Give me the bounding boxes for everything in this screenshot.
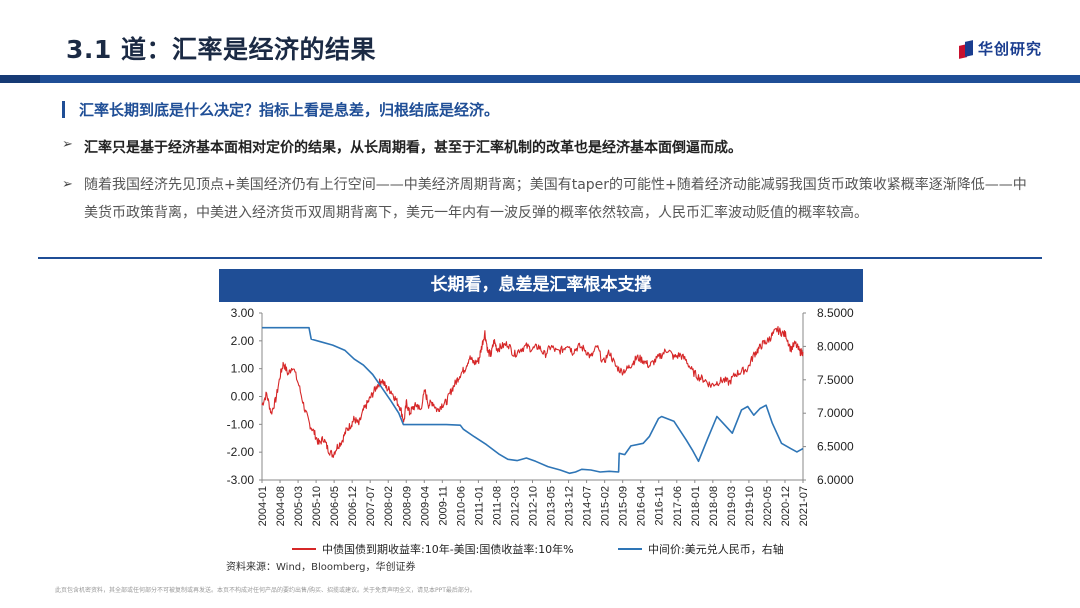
y-left-tick-label: -1.00 <box>227 417 255 431</box>
series-line-spread <box>261 326 804 458</box>
x-tick-label: 2008-09 <box>401 486 413 526</box>
x-tick-label: 2005-03 <box>293 486 305 526</box>
x-tick-label: 2015-09 <box>618 486 630 526</box>
arrow-bullet-icon: ➢ <box>62 177 73 192</box>
x-tick-label: 2019-03 <box>726 486 738 526</box>
disclaimer: 此页包含机密资料，其全部或任何部分不可被复制或再发送。本页不构成对任何产品的要约… <box>55 587 476 594</box>
x-tick-label: 2012-03 <box>509 486 521 526</box>
bullet-text-2: 随着我国经济先见顶点+美国经济仍有上行空间——中美经济周期背离；美国有taper… <box>84 177 1027 221</box>
y-left-tick-label: -2.00 <box>227 445 255 459</box>
x-tick-label: 2011-08 <box>491 486 503 526</box>
y-left-tick-label: 3.00 <box>231 306 255 320</box>
y-right-tick-label: 6.0000 <box>817 473 854 487</box>
legend-label: 中间价:美元兑人民币，右轴 <box>648 542 784 556</box>
x-tick-label: 2004-08 <box>275 486 287 526</box>
y-left-tick-label: 1.00 <box>231 362 255 376</box>
legend-label: 中债国债到期收益率:10年-美国:国债收益率:10年% <box>322 542 574 556</box>
y-left-tick-label: 2.00 <box>231 334 255 348</box>
y-right-tick-label: 6.5000 <box>817 440 854 454</box>
x-tick-label: 2013-05 <box>546 486 558 526</box>
y-left-tick-label: 0.00 <box>231 390 255 404</box>
bullet-item-2: ➢ 随着我国经济先见顶点+美国经济仍有上行空间——中美经济周期背离；美国有tap… <box>62 171 1032 227</box>
chart-title: 长期看，息差是汇率根本支撑 <box>219 269 863 302</box>
x-tick-label: 2021-07 <box>798 486 810 526</box>
bullet-text-1: 汇率只是基于经济基本面相对定价的结果，从长周期看，甚至于汇率机制的改革也是经济基… <box>84 140 742 156</box>
x-tick-label: 2012-10 <box>528 486 540 526</box>
x-tick-label: 2018-08 <box>708 486 720 526</box>
source-note: 资料来源：Wind，Bloomberg，华创证券 <box>226 562 416 573</box>
x-tick-label: 2016-11 <box>654 486 666 526</box>
key-point-bar-icon <box>62 101 65 118</box>
header-bar <box>0 75 1080 83</box>
x-tick-label: 2016-04 <box>636 486 648 526</box>
x-tick-label: 2018-01 <box>690 486 702 526</box>
x-tick-label: 2014-07 <box>582 486 594 526</box>
x-tick-label: 2006-05 <box>329 486 341 526</box>
section-divider <box>38 257 1042 259</box>
x-tick-label: 2005-10 <box>311 486 323 526</box>
x-tick-label: 2013-12 <box>564 486 576 526</box>
key-point-text: 汇率长期到底是什么决定？指标上看是息差，归根结底是经济。 <box>79 101 500 119</box>
x-tick-label: 2017-06 <box>672 486 684 526</box>
x-tick-label: 2011-01 <box>473 486 485 526</box>
bullet-item-1: ➢ 汇率只是基于经济基本面相对定价的结果，从长周期看，甚至于汇率机制的改革也是经… <box>62 137 742 157</box>
slide-title: 3.1 道：汇率是经济的结果 <box>66 35 376 64</box>
x-tick-label: 2009-04 <box>419 486 431 526</box>
x-tick-label: 2007-07 <box>365 486 377 526</box>
y-right-tick-label: 7.0000 <box>817 406 854 420</box>
key-point: 汇率长期到底是什么决定？指标上看是息差，归根结底是经济。 <box>62 99 499 120</box>
x-tick-label: 2020-12 <box>780 486 792 526</box>
x-tick-label: 2015-02 <box>600 486 612 526</box>
x-tick-label: 2010-06 <box>455 486 467 526</box>
y-right-tick-label: 8.5000 <box>817 306 854 320</box>
x-tick-label: 2004-01 <box>257 486 269 526</box>
logo-text: 华创研究 <box>977 40 1042 58</box>
y-right-tick-label: 8.0000 <box>817 339 854 353</box>
x-tick-label: 2019-10 <box>744 486 756 526</box>
x-tick-label: 2008-02 <box>383 486 395 526</box>
series-line-usdcny <box>262 326 804 475</box>
y-right-tick-label: 7.5000 <box>817 373 854 387</box>
company-logo: 华创研究 <box>958 38 1042 59</box>
y-left-tick-label: -3.00 <box>227 473 255 487</box>
x-tick-label: 2020-05 <box>762 486 774 526</box>
x-tick-label: 2006-12 <box>347 486 359 526</box>
arrow-bullet-icon: ➢ <box>62 137 73 152</box>
x-tick-label: 2009-11 <box>437 486 449 526</box>
